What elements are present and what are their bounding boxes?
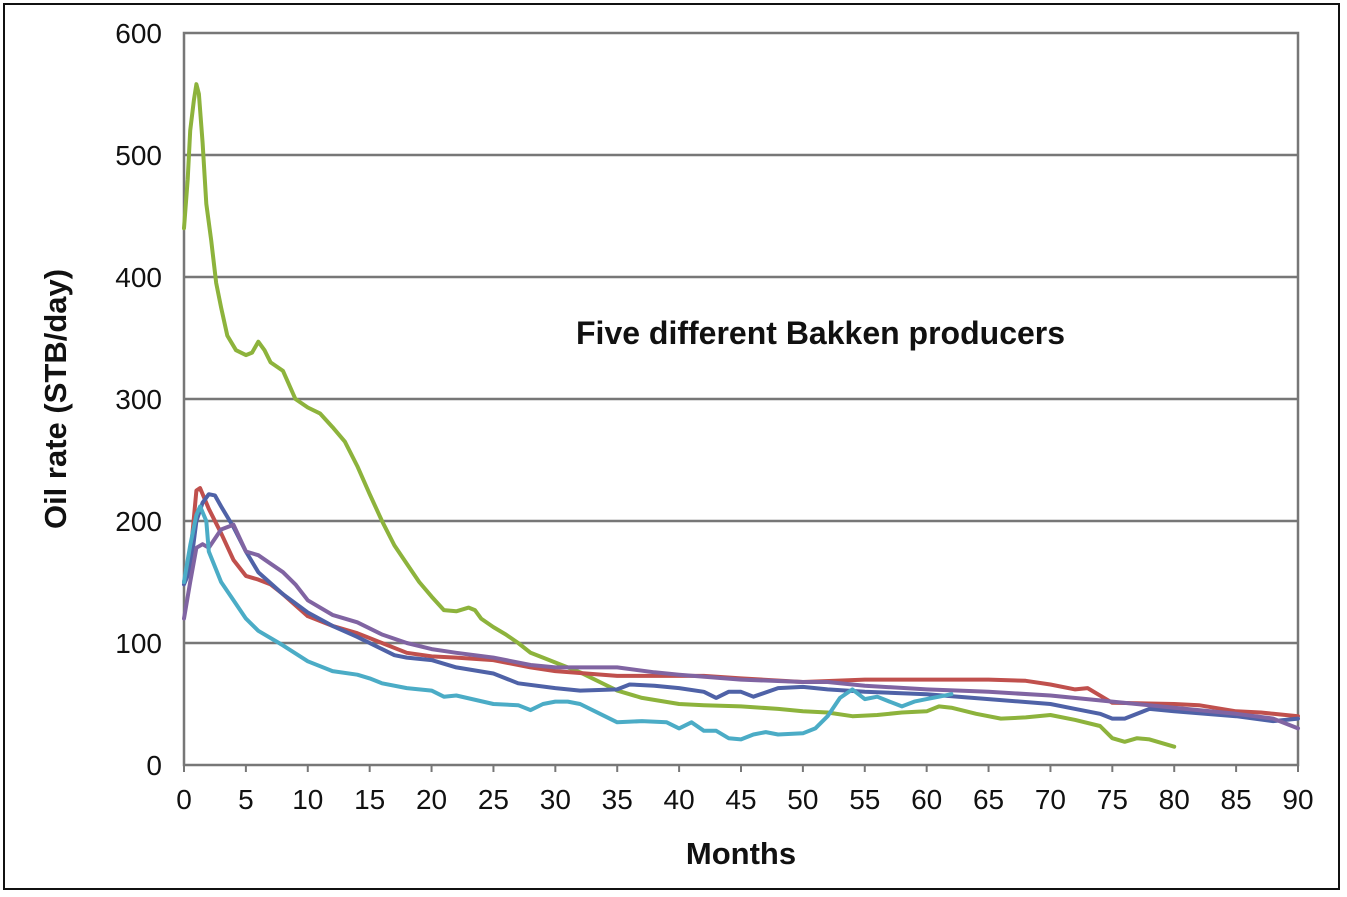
series-line-5 <box>182 504 954 742</box>
x-tick-label: 40 <box>664 784 695 815</box>
y-tick-label: 500 <box>115 140 162 171</box>
x-tick-label: 5 <box>238 784 254 815</box>
series-line-2 <box>182 486 1300 719</box>
chart-frame <box>3 3 1340 890</box>
y-axis-title: Oil rate (STB/day) <box>38 269 73 529</box>
x-tick-label: 30 <box>540 784 571 815</box>
x-tick-label: 50 <box>787 784 818 815</box>
y-tick-label: 600 <box>115 18 162 49</box>
y-tick-label: 400 <box>115 262 162 293</box>
x-axis-ticks: 0 5 10 15 20 25 30 35 40 45 50 55 60 65 70 75 80 85 90 <box>176 765 1314 815</box>
x-tick-label: 35 <box>602 784 633 815</box>
gridlines <box>184 153 1298 645</box>
y-tick-label: 200 <box>115 506 162 537</box>
y-tick-label: 0 <box>146 750 162 781</box>
y-tick-label: 100 <box>115 628 162 659</box>
x-tick-label: 15 <box>354 784 385 815</box>
x-tick-label: 20 <box>416 784 447 815</box>
x-tick-label: 0 <box>176 784 192 815</box>
series-line-1 <box>182 82 1177 749</box>
x-tick-label: 80 <box>1159 784 1190 815</box>
x-tick-label: 75 <box>1097 784 1128 815</box>
x-axis-title: Months <box>686 836 796 871</box>
x-tick-label: 25 <box>478 784 509 815</box>
x-tick-label: 85 <box>1221 784 1252 815</box>
x-tick-label: 65 <box>973 784 1004 815</box>
y-axis-ticks: 0 100 200 300 400 500 600 <box>115 18 162 781</box>
x-tick-label: 70 <box>1035 784 1066 815</box>
series-lines <box>182 82 1300 749</box>
x-tick-label: 45 <box>725 784 756 815</box>
x-tick-label: 60 <box>911 784 942 815</box>
series-line-3 <box>182 492 1300 724</box>
series-line-4 <box>182 522 1300 731</box>
chart-annotation: Five different Bakken producers <box>576 315 1065 351</box>
y-tick-label: 300 <box>115 384 162 415</box>
x-tick-label: 55 <box>849 784 880 815</box>
x-tick-label: 90 <box>1282 784 1313 815</box>
x-tick-label: 10 <box>292 784 323 815</box>
